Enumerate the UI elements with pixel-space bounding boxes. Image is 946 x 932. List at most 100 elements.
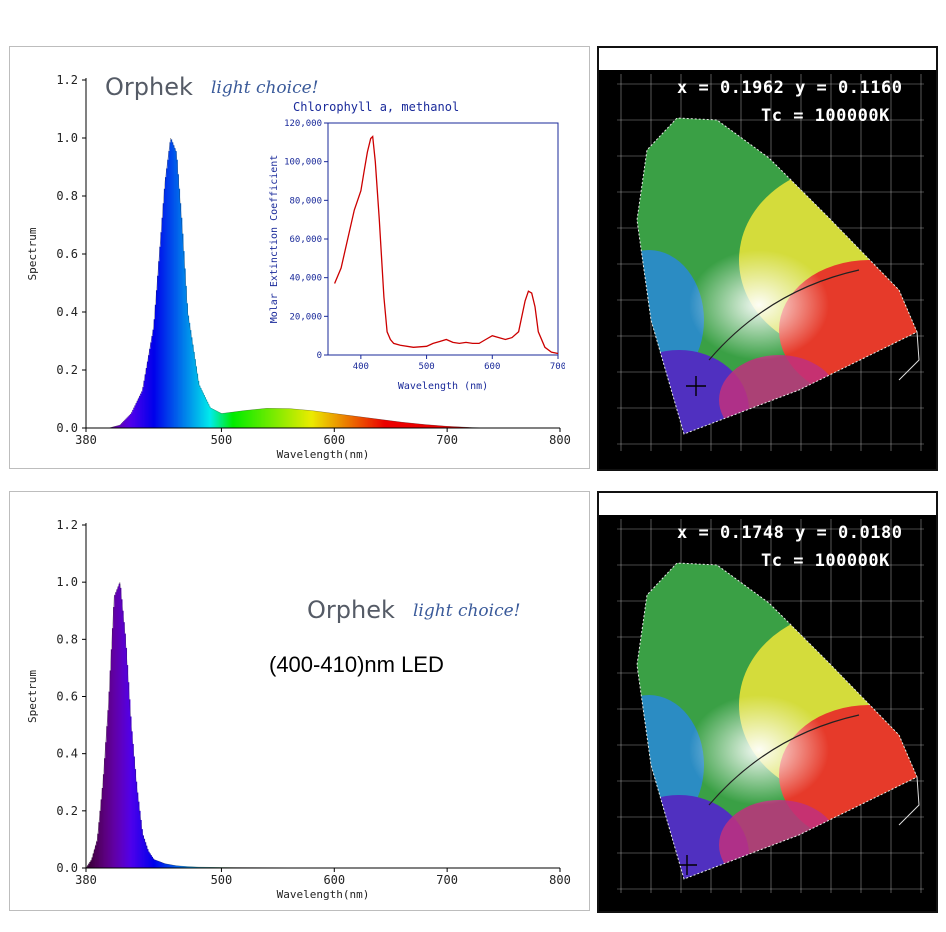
spectrum-band [181,233,184,428]
magenta-region [719,800,839,879]
spectrum-band [370,418,372,428]
x-tick-label: 600 [323,433,345,447]
spectrum-band [341,414,343,428]
spectrum-band [172,865,175,868]
spectrum-band [387,420,389,428]
spectrum-band [213,409,216,428]
spectrum-band [116,589,118,868]
spectrum-band [380,419,383,428]
y-tick-label: 0.6 [56,247,78,261]
spectrum-band [386,420,388,428]
spectrum-band [93,849,96,868]
spectrum-band [368,417,370,428]
spectrum-band [167,864,169,868]
spectrum-band [348,415,351,428]
spectrum-band [273,408,275,428]
spectrum-band [189,330,192,429]
spectrum-band [321,411,324,428]
spectrum-band [177,174,179,428]
y-tick-label: 1.0 [56,131,78,145]
x-tick-label: 500 [211,873,233,887]
inset-x-tick-label: 400 [353,362,369,372]
brand-logo-top: Orphek [105,73,193,101]
spectrum-band [210,407,212,428]
spectrum-band [157,860,159,868]
spectrum-band [220,413,222,428]
spectrum-band [390,420,393,428]
spectrum-band [456,426,458,428]
spectrum-band [264,408,266,428]
spectrum-band [154,304,157,428]
spectrum-band [148,355,150,428]
spectrum-band [101,787,104,868]
spectrum-band [258,409,261,428]
spectrum-band [159,861,161,868]
spectrum-band [162,863,165,868]
spectrum-band [227,412,229,428]
spectrum-band [272,408,274,428]
spectrum-band [281,408,283,428]
spectrum-band [436,425,439,428]
spectrum-band [265,408,267,428]
spectrum-band [143,838,146,868]
spectrum-band [163,188,166,428]
spectrum-band [189,866,192,868]
spectrum-band [96,841,98,868]
locus-annotation [898,776,920,826]
cie-header-strip [599,48,936,70]
spectrum-band [325,412,327,428]
spectrum-band [385,420,387,428]
spectrum-band [277,408,280,428]
y-tick-label: 1.0 [56,575,78,589]
spectrum-band [350,415,352,428]
spectrum-band [332,413,334,428]
spectrum-band [186,866,188,868]
spectrum-band [126,665,129,868]
spectrum-band [180,866,183,868]
spectrum-band [151,336,153,428]
y-tick-label: 0.2 [56,804,78,818]
spectrum-band [115,592,117,868]
spectrum-band [215,410,218,428]
spectrum-band [192,344,194,429]
spectrum-band [254,409,256,428]
spectrum-band [216,411,219,428]
spectrum-band [170,139,173,428]
spectrum-band [444,426,447,428]
spectrum-band [403,422,405,428]
spectrum-band [292,408,295,428]
spectrum-band [133,756,135,868]
spectrum-band [221,413,223,428]
spectrum-band [155,860,158,868]
spectrum-band [451,426,454,428]
spectrum-band [222,413,225,428]
spectrum-band [117,586,120,868]
spectrum-band [351,415,353,428]
spectrum-band [269,408,272,428]
spectrum-band [130,414,132,428]
spectrum-band [87,865,89,868]
spectrum-band [193,866,195,868]
spectrum-band [131,731,133,868]
brand-slogan-bottom: light choice! [413,601,521,621]
spectrum-band [155,290,158,428]
x-tick-label: 380 [75,873,97,887]
spectrum-band [268,408,271,428]
spectrum-band [128,415,131,428]
cie-header-strip [599,493,936,515]
spectrum-band [253,409,255,428]
spectrum-band [176,159,178,428]
y-tick-label: 0.8 [56,189,78,203]
spectrum-band [422,424,424,428]
y-tick-label: 0.4 [56,747,78,761]
spectrum-band [207,404,210,428]
spectrum-band [154,860,157,868]
spectrum-band [136,792,139,868]
spectrum-band [392,421,395,428]
spectrum-band [408,422,411,428]
spectrum-band [153,859,156,868]
spectrum-band [134,769,137,868]
spectrum-band [177,865,179,868]
spectrum-band [179,866,182,868]
spectrum-band [194,866,196,868]
